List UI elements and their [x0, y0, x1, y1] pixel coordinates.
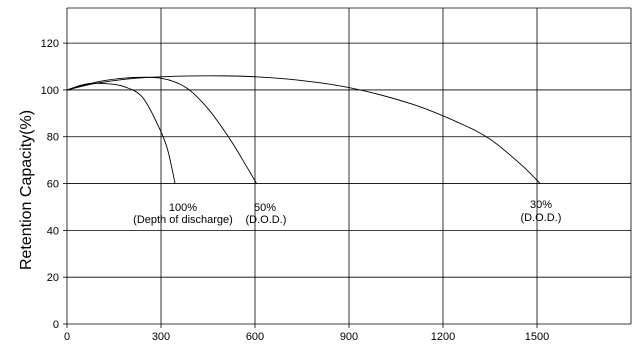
annotation-a30-line: (D.O.D.): [521, 212, 562, 224]
y-tick-label: 100: [41, 85, 59, 97]
curves: [66, 75, 541, 184]
x-tick-label: 1500: [525, 331, 549, 343]
y-tick-label: 60: [47, 179, 59, 191]
y-tick-label: 20: [47, 272, 59, 284]
x-tick-label: 600: [246, 331, 264, 343]
annotation-50-dod: (D.O.D.): [246, 214, 287, 226]
series-line-100pct: [66, 82, 176, 184]
annotation-100-dod: (Depth of discharge): [133, 214, 233, 226]
annotation-a30-line: 30%: [530, 199, 552, 211]
y-tick-label: 80: [47, 132, 59, 144]
x-tick-label: 1200: [431, 331, 455, 343]
series-line-50pct: [66, 76, 257, 184]
annotation-100-label: 100%: [169, 202, 197, 214]
annotations: 100%(Depth of discharge)50%(D.O.D.)30%(D…: [133, 199, 561, 226]
y-tick-label: 40: [47, 225, 59, 237]
grid: [63, 7, 632, 328]
x-tick-label: 300: [152, 331, 170, 343]
tick-labels: 0 300 600 900 1200 1500 0 20 40 60 80 100 120: [41, 38, 550, 343]
y-axis-label: Retention Capacity(%): [18, 110, 35, 270]
annotation-50-label: 50%: [254, 202, 276, 214]
x-tick-label: 0: [64, 331, 70, 343]
x-tick-label: 900: [340, 331, 358, 343]
y-tick-label: 0: [53, 319, 59, 331]
series-line-30pct: [66, 75, 541, 184]
y-tick-label: 120: [41, 38, 59, 50]
